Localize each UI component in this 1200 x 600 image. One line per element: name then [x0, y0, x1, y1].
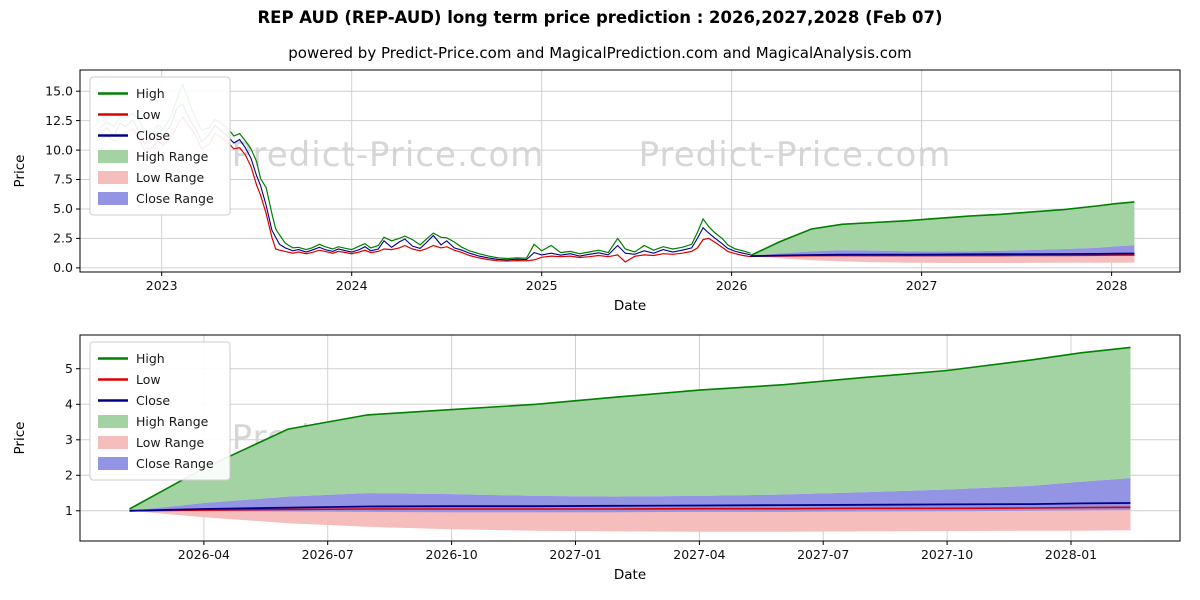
watermark-text: Predict-Price.com — [639, 135, 952, 175]
y-tick-labels: 0.0 2.5 5.0 7.5 10.0 12.5 15.0 — [45, 83, 80, 275]
x-tick-labels: 2023 2024 2025 2026 2027 2028 — [146, 272, 1128, 293]
close-line-forecast — [129, 502, 1131, 512]
watermark-text: Predict-Price.com — [232, 135, 545, 175]
svg-text:2026: 2026 — [716, 278, 748, 293]
close-line-forecast — [750, 252, 1135, 257]
svg-text:2027-01: 2027-01 — [549, 547, 601, 562]
legend-item-label: Close — [136, 128, 170, 143]
svg-text:2025: 2025 — [526, 278, 558, 293]
svg-text:2.5: 2.5 — [53, 231, 73, 246]
high-range-band — [750, 201, 1135, 257]
legend-item-label: Close — [136, 393, 170, 408]
svg-text:4: 4 — [65, 397, 73, 412]
plot-border — [79, 69, 1181, 273]
y-axis-label: Price — [12, 155, 28, 188]
legend-item-label: High Range — [136, 149, 209, 164]
low-range-band — [750, 254, 1135, 263]
legend-item-label: Close Range — [136, 191, 214, 206]
x-axis-label: Date — [614, 567, 646, 583]
svg-text:2027-07: 2027-07 — [797, 547, 849, 562]
legend-swatch-low_band — [98, 436, 128, 449]
svg-text:2023: 2023 — [146, 278, 178, 293]
legend-item-label: High — [136, 86, 165, 101]
legend-swatch-high_band — [98, 150, 128, 163]
svg-text:5: 5 — [65, 361, 73, 376]
legend-swatch-low_band — [98, 171, 128, 184]
legend-item-label: Low Range — [136, 170, 205, 185]
plot-border — [79, 334, 1181, 542]
legend-swatch-close_band — [98, 457, 128, 470]
svg-text:2026-10: 2026-10 — [425, 547, 477, 562]
legend-item-label: High Range — [136, 414, 209, 429]
page-title: REP AUD (REP-AUD) long term price predic… — [257, 8, 943, 27]
low-range-band — [129, 507, 1131, 532]
x-axis-label: Date — [614, 298, 646, 314]
svg-text:7.5: 7.5 — [53, 172, 73, 187]
x-tick-labels: 2026-04 2026-07 2026-10 2027-01 2027-04 2027-… — [178, 541, 1097, 562]
svg-text:10.0: 10.0 — [45, 142, 73, 157]
legend-item-label: High — [136, 351, 165, 366]
svg-text:2024: 2024 — [336, 278, 368, 293]
svg-text:2027: 2027 — [906, 278, 938, 293]
svg-text:1: 1 — [65, 503, 73, 518]
high-range-band — [129, 347, 1131, 511]
svg-text:15.0: 15.0 — [45, 83, 73, 98]
svg-text:2026-04: 2026-04 — [178, 547, 230, 562]
grid — [80, 70, 1180, 272]
legend-item-label: Close Range — [136, 456, 214, 471]
legend-swatch-high_band — [98, 415, 128, 428]
svg-text:5.0: 5.0 — [53, 201, 73, 216]
svg-text:2027-04: 2027-04 — [673, 547, 725, 562]
high-line-forecast — [129, 346, 1131, 510]
legend-swatch-close_band — [98, 192, 128, 205]
svg-text:2028: 2028 — [1096, 278, 1128, 293]
svg-text:2028-01: 2028-01 — [1045, 547, 1097, 562]
svg-text:2: 2 — [65, 468, 73, 483]
legend-item-label: Low — [136, 372, 161, 387]
high-line-forecast — [750, 201, 1135, 257]
svg-text:12.5: 12.5 — [45, 113, 73, 128]
y-axis-label: Price — [12, 422, 28, 455]
svg-text:2026-07: 2026-07 — [302, 547, 354, 562]
page-subtitle: powered by Predict-Price.com and Magical… — [288, 44, 912, 62]
legend-item-label: Low — [136, 107, 161, 122]
close-range-band — [129, 478, 1131, 513]
legend: High Low Close High Range Low Range Close Ran… — [89, 341, 231, 481]
forecast-price-chart: Predict-Price.comPredict-Price.com2026-0… — [12, 334, 1181, 583]
legend: High Low Close High Range Low Range Close Ran… — [89, 76, 231, 216]
y-tick-labels: 1 2 3 4 5 — [65, 361, 80, 518]
svg-text:0.0: 0.0 — [53, 260, 73, 275]
svg-text:3: 3 — [65, 432, 73, 447]
svg-text:2027-10: 2027-10 — [921, 547, 973, 562]
legend-item-label: Low Range — [136, 435, 205, 450]
low-line-forecast — [129, 506, 1131, 512]
